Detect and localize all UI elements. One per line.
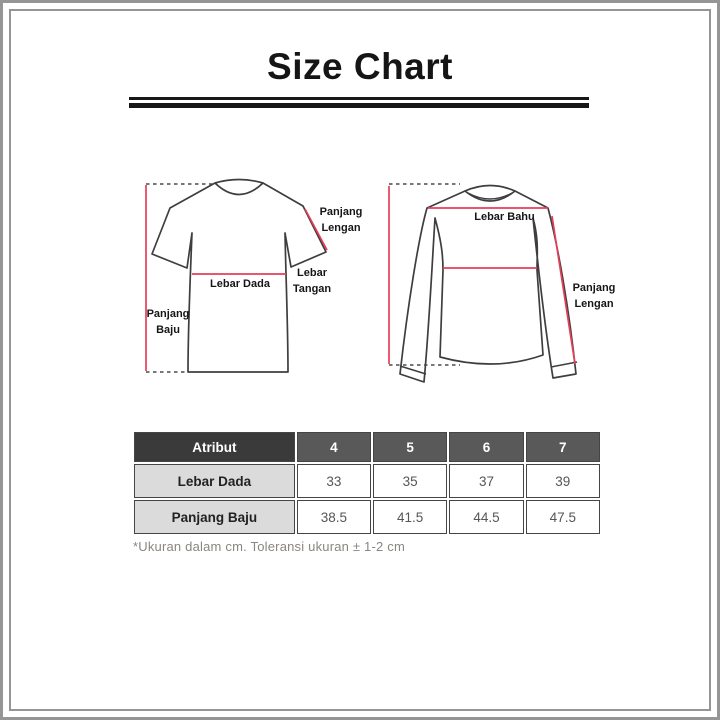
cell-value: 39: [525, 464, 600, 498]
cell-value: 37: [449, 464, 524, 498]
cell-value: 44.5: [449, 500, 524, 534]
measure-line-panjang-lengan: [551, 215, 576, 365]
label-lebar-tangan: Lebar Tangan: [292, 267, 332, 295]
page-title: Size Chart: [267, 46, 453, 87]
divider-thin-line: [129, 97, 589, 100]
cell-value: 47.5: [525, 500, 600, 534]
divider-thick-line: [129, 103, 589, 108]
cuff-mark-left: [399, 365, 427, 375]
cuff-mark-right: [550, 361, 578, 368]
cell-value: 38.5: [296, 500, 371, 534]
row-label: Lebar Dada: [134, 464, 295, 498]
short-sleeve-shirt-diagram: [145, 178, 328, 373]
label-lebar-bahu: Lebar Bahu: [474, 211, 535, 223]
collar-outer-arc: [214, 178, 264, 184]
label-panjang-baju: Panjang Baju: [146, 308, 190, 336]
header-cell-size-7: 7: [525, 432, 600, 462]
label-lebar-dada: Lebar Dada: [210, 278, 270, 290]
header-cell-size-4: 4: [296, 432, 371, 462]
cell-value: 33: [296, 464, 371, 498]
shirt-outline: [151, 182, 327, 373]
cell-value: 35: [373, 464, 448, 498]
label-panjang-lengan-short: Panjang Lengan: [319, 206, 363, 234]
cell-value: 41.5: [373, 500, 448, 534]
shirt-outline: [399, 190, 577, 383]
footnote: *Ukuran dalam cm. Toleransi ukuran ± 1-2…: [133, 539, 405, 554]
table-row-panjang-baju: Panjang Baju 38.5 41.5 44.5 47.5: [134, 500, 600, 534]
header-cell-atribut: Atribut: [134, 432, 295, 462]
header-cell-size-6: 6: [449, 432, 524, 462]
collar-outer-arc: [464, 184, 516, 192]
long-sleeve-shirt-diagram: [388, 183, 578, 383]
collar-band-arc: [467, 192, 513, 200]
row-label: Panjang Baju: [134, 500, 295, 534]
size-table: Atribut 4 5 6 7 Lebar Dada 33 35 37 39 P…: [132, 430, 602, 536]
table-row-lebar-dada: Lebar Dada 33 35 37 39: [134, 464, 600, 498]
label-panjang-lengan-long: Panjang Lengan: [572, 282, 616, 310]
table-header-row: Atribut 4 5 6 7: [134, 432, 600, 462]
title-divider: [129, 97, 589, 108]
measure-line-panjang-lengan: [304, 208, 328, 251]
header-cell-size-5: 5: [373, 432, 448, 462]
